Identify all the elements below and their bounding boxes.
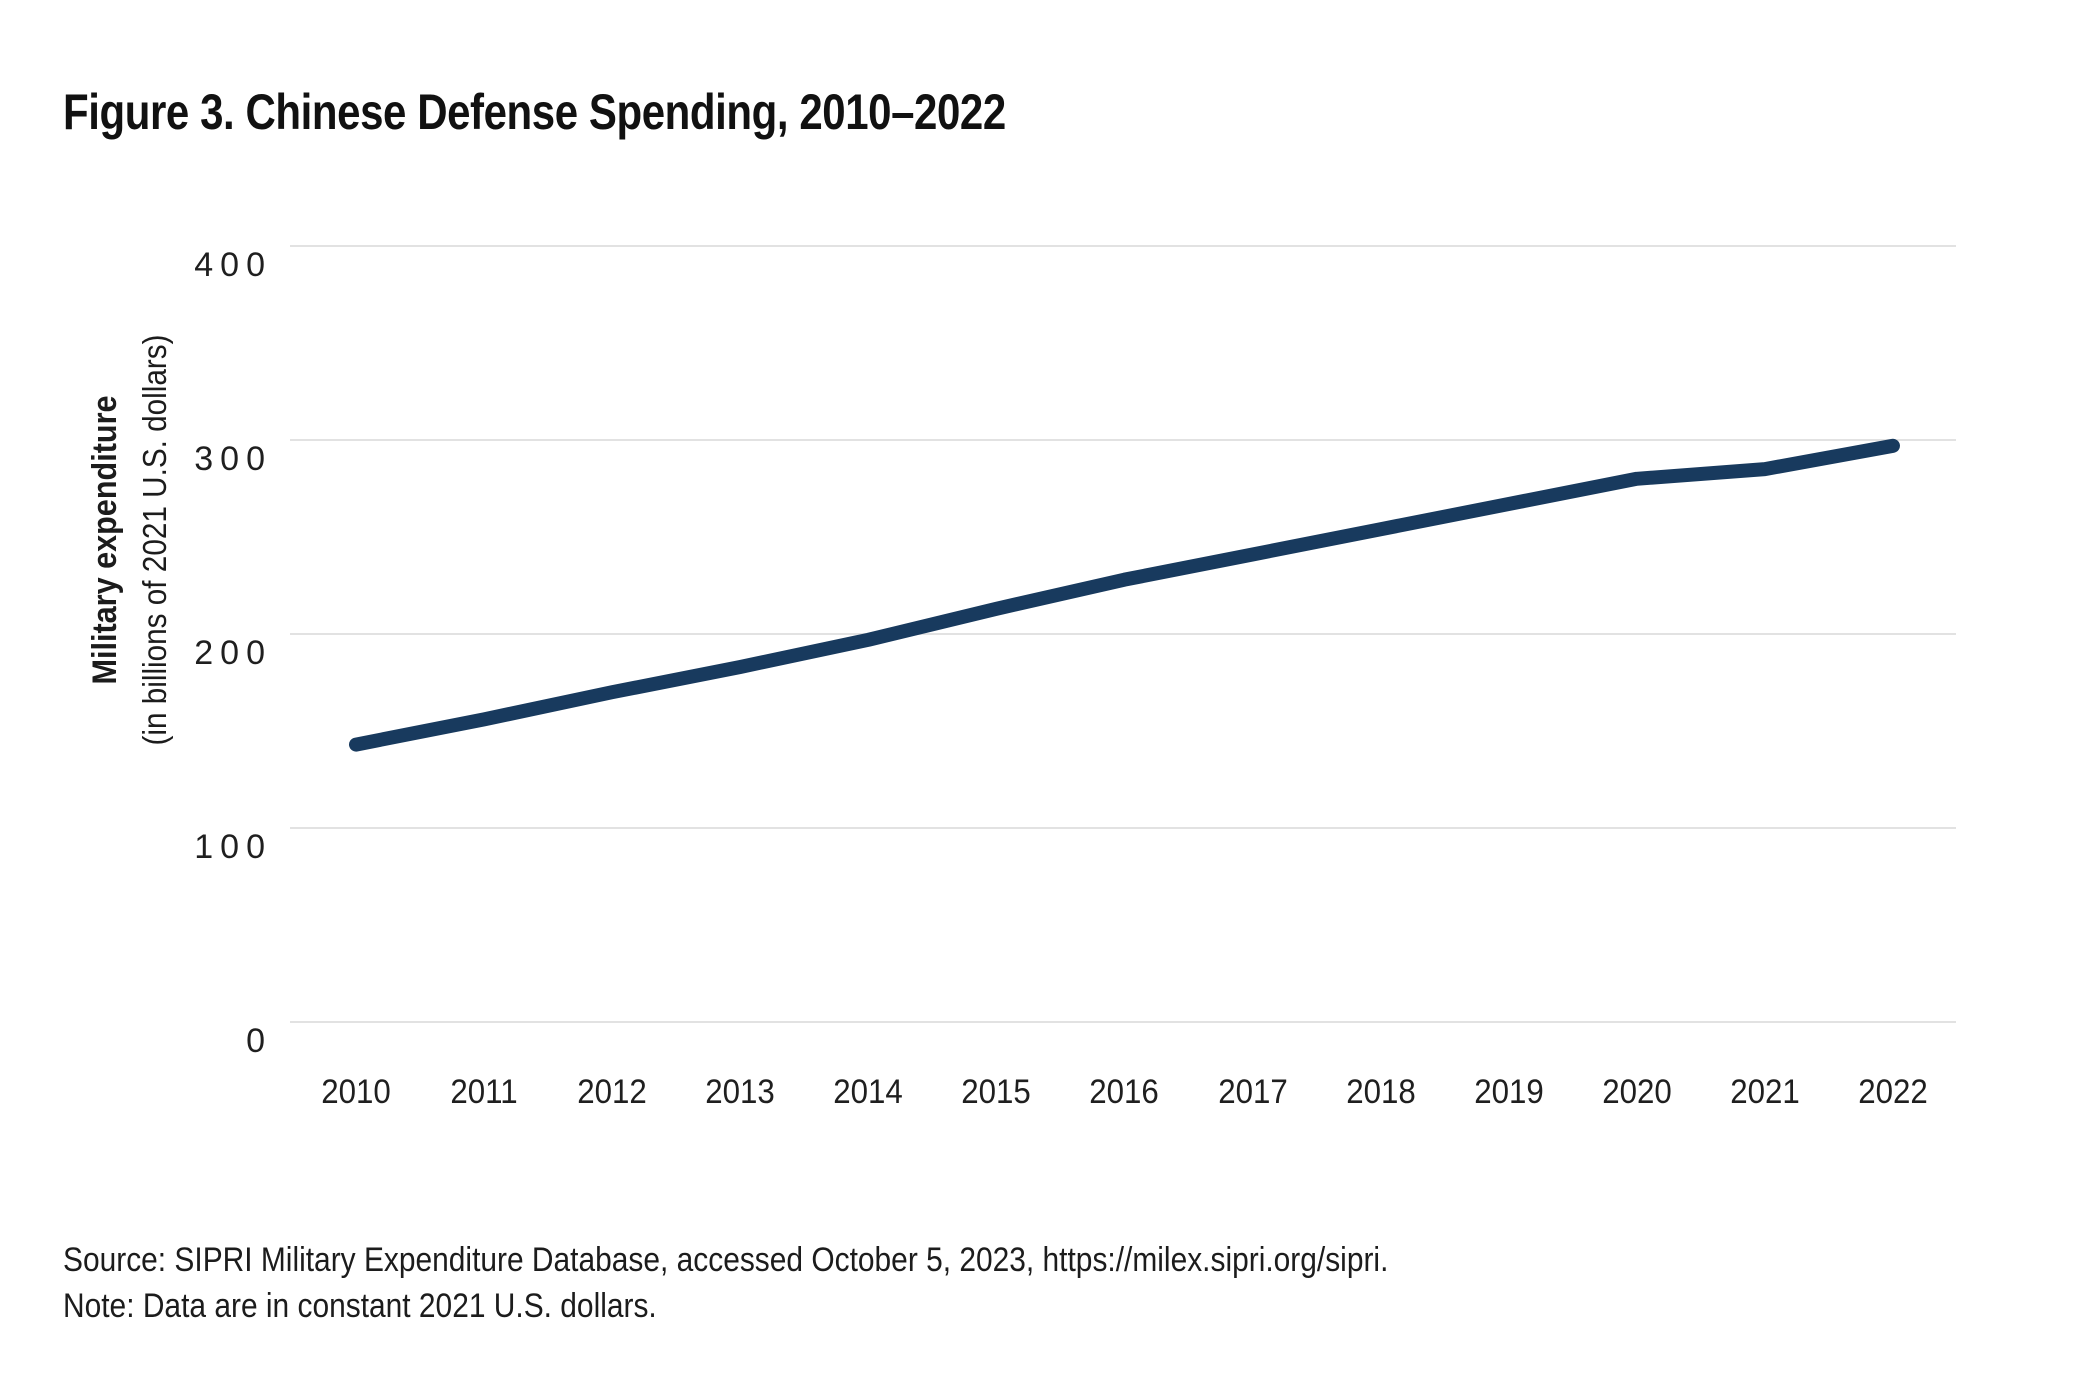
y-axis-title-sub: (in billions of 2021 U.S. dollars): [136, 334, 173, 746]
y-tick-label-400: 400: [194, 246, 272, 284]
source-text: Source: SIPRI Military Expenditure Datab…: [63, 1241, 1389, 1279]
x-tick-label-2022: 2022: [1858, 1073, 1928, 1111]
note-text: Note: Data are in constant 2021 U.S. dol…: [63, 1287, 657, 1325]
x-tick-label-2021: 2021: [1730, 1073, 1800, 1111]
x-tick-label-2013: 2013: [705, 1073, 776, 1111]
y-tick-label-100: 100: [194, 828, 272, 866]
x-tick-label-2018: 2018: [1345, 1073, 1416, 1111]
x-tick-label-2015: 2015: [961, 1073, 1032, 1111]
y-tick-label-200: 200: [194, 634, 272, 672]
y-axis-title-main: Military expenditure: [86, 395, 124, 685]
x-tick-label-2010: 2010: [321, 1073, 391, 1111]
x-tick-label-2014: 2014: [833, 1073, 904, 1111]
x-tick-label-2011: 2011: [450, 1073, 518, 1111]
spending-line-series: [349, 438, 1900, 752]
x-tick-label-2017: 2017: [1217, 1073, 1288, 1111]
x-tick-label-2016: 2016: [1089, 1073, 1160, 1111]
x-tick-label-2012: 2012: [577, 1073, 647, 1111]
x-tick-label-2020: 2020: [1601, 1073, 1672, 1111]
x-tick-label-2019: 2019: [1473, 1073, 1544, 1111]
figure-title: Figure 3. Chinese Defense Spending, 2010…: [63, 84, 1006, 140]
y-tick-label-0: 0: [246, 1022, 272, 1060]
y-tick-label-300: 300: [194, 440, 272, 478]
y-axis-title: Military expenditure (in billions of 202…: [80, 240, 184, 840]
